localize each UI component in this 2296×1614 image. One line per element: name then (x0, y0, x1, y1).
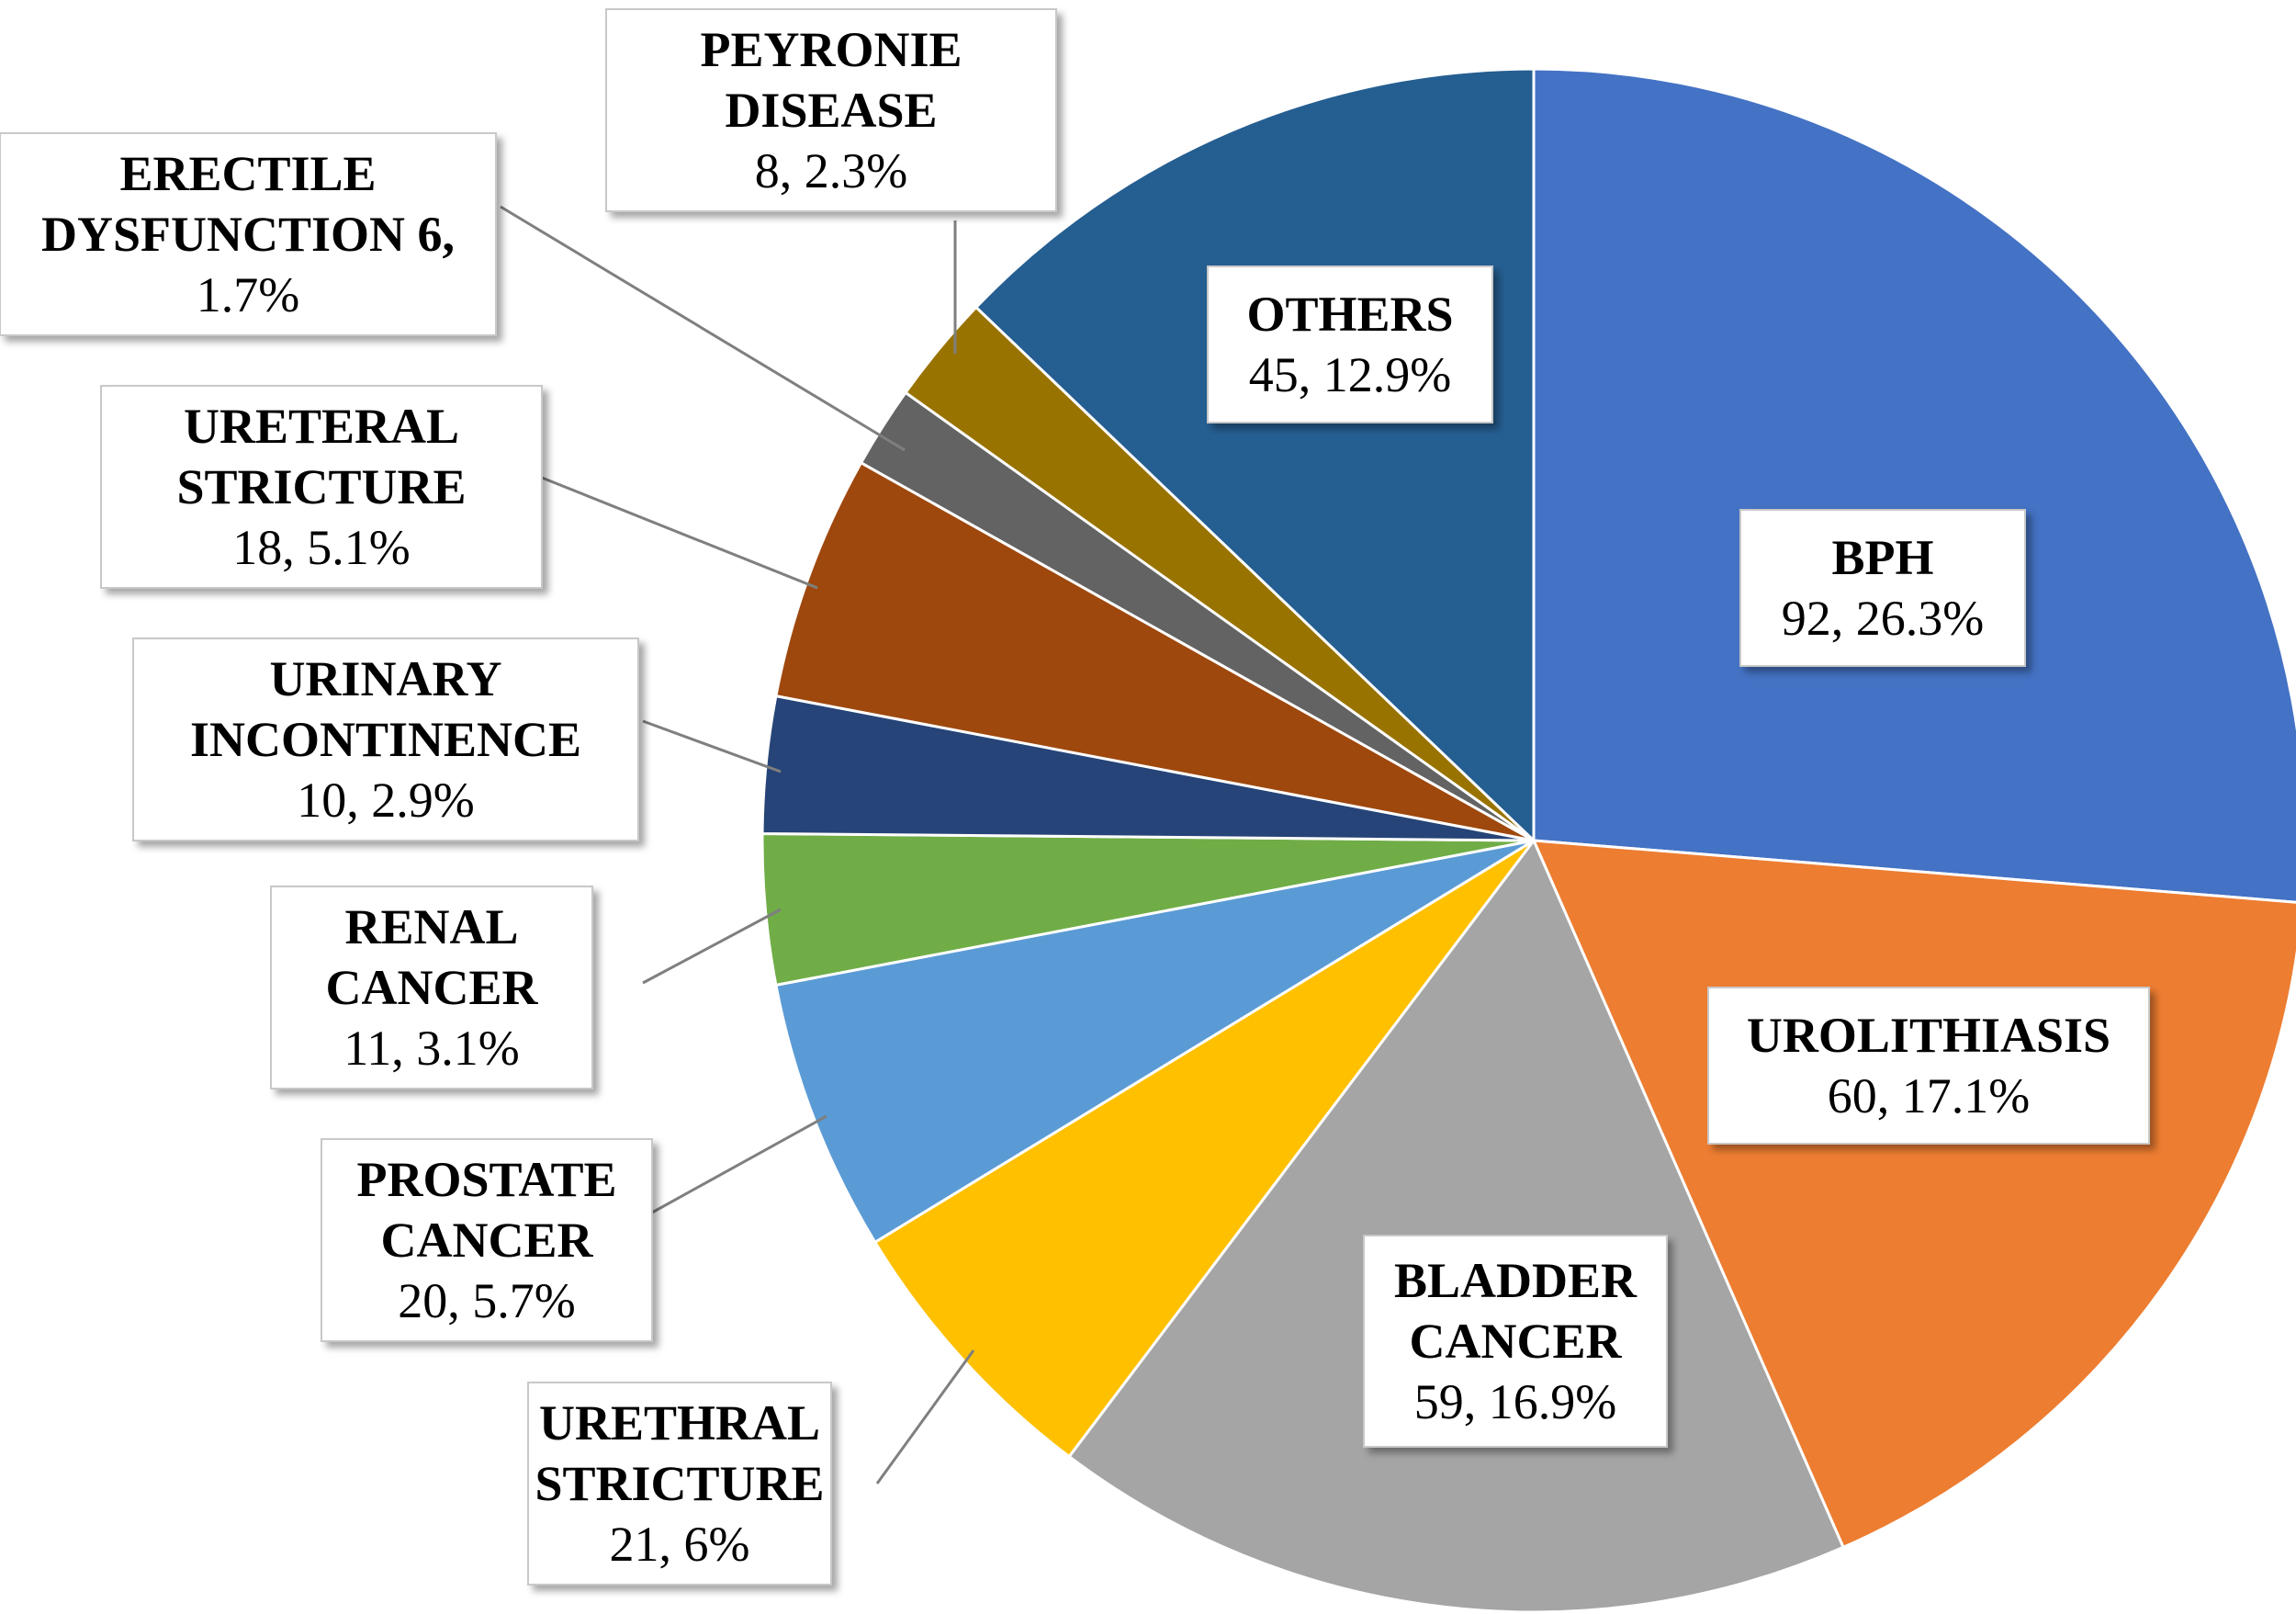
label-box (132, 638, 639, 841)
label-box (1707, 987, 2150, 1145)
label-name-line: CANCER (380, 1213, 593, 1268)
leader-line-erectile-dysfunction (500, 205, 906, 452)
label-name-line: PROSTATE (356, 1152, 616, 1207)
label-value: 8, 2.3% (755, 143, 907, 198)
slice-label-urinary-incontinence: URINARY INCONTINENCE 10, 2.9% (132, 638, 639, 841)
label-box (0, 132, 497, 336)
label-value: 60, 17.1% (1828, 1068, 2030, 1123)
label-name-line: RENAL (344, 899, 518, 954)
slice-label-erectile-dysfunction: ERECTILE DYSFUNCTION 6,1.7% (0, 132, 497, 336)
leader-line-prostate-cancer (651, 1114, 827, 1214)
label-value: 11, 3.1% (343, 1021, 519, 1076)
slice-label-urethral-stricture: URETHRAL STRICTURE 21, 6% (527, 1382, 832, 1586)
label-value: 20, 5.7% (398, 1273, 575, 1328)
label-name-line: INCONTINENCE (190, 712, 581, 767)
label-box (1739, 509, 2026, 667)
pie-slice-urethral-stricture (872, 839, 1536, 1459)
leader-line-urethral-stricture (875, 1349, 975, 1484)
label-name-line: URETERAL (184, 399, 459, 454)
label-box (1363, 1235, 1668, 1448)
pie-slice-prostate-cancer (774, 839, 1535, 1245)
leader-line-renal-cancer (642, 908, 782, 985)
label-name-line: STRICTURE (535, 1456, 824, 1511)
label-box (527, 1382, 832, 1586)
label-name-line: PEYRONIE (700, 22, 962, 77)
label-value: 21, 6% (610, 1517, 750, 1572)
label-name-line: URETHRAL (539, 1395, 820, 1450)
label-value: 10, 2.9% (297, 773, 474, 828)
label-name-line: UROLITHIASIS (1747, 1008, 2110, 1063)
label-name-line: DISEASE (725, 83, 937, 138)
label-name-line: URINARY (269, 651, 501, 706)
pie-slice-others (974, 67, 1536, 844)
label-box (100, 385, 543, 589)
label-box (1207, 265, 1493, 423)
pie-slice-bph (1532, 67, 2296, 904)
slice-label-renal-cancer: RENAL CANCER 11, 3.1% (270, 886, 593, 1089)
label-name-line: DYSFUNCTION 6, (41, 207, 455, 262)
label-value: 1.7% (197, 267, 299, 322)
label-box (605, 8, 1057, 212)
label-box (270, 886, 593, 1089)
label-name-line: BLADDER (1394, 1253, 1638, 1308)
slice-label-bph: BPH 92, 26.3% (1739, 509, 2026, 667)
label-name-line: STRICTURE (176, 459, 466, 514)
leader-lines (500, 205, 975, 1484)
label-value: 92, 26.3% (1782, 591, 1984, 646)
label-value: 59, 16.9% (1414, 1374, 1616, 1429)
label-value: 45, 12.9% (1249, 347, 1451, 402)
label-box (321, 1138, 653, 1342)
leader-line-urinary-incontinence (642, 719, 782, 773)
label-name-line: CANCER (1409, 1314, 1622, 1369)
pie-slice-ureteral-stricture (774, 460, 1535, 842)
label-value: 18, 5.1% (232, 520, 410, 575)
label-name-line: OTHERS (1246, 287, 1453, 342)
label-name-line: BPH (1831, 530, 1933, 585)
label-name-line: ERECTILE (119, 146, 376, 201)
leader-line-ureteral-stricture (541, 476, 818, 590)
label-name-line: CANCER (325, 960, 538, 1015)
